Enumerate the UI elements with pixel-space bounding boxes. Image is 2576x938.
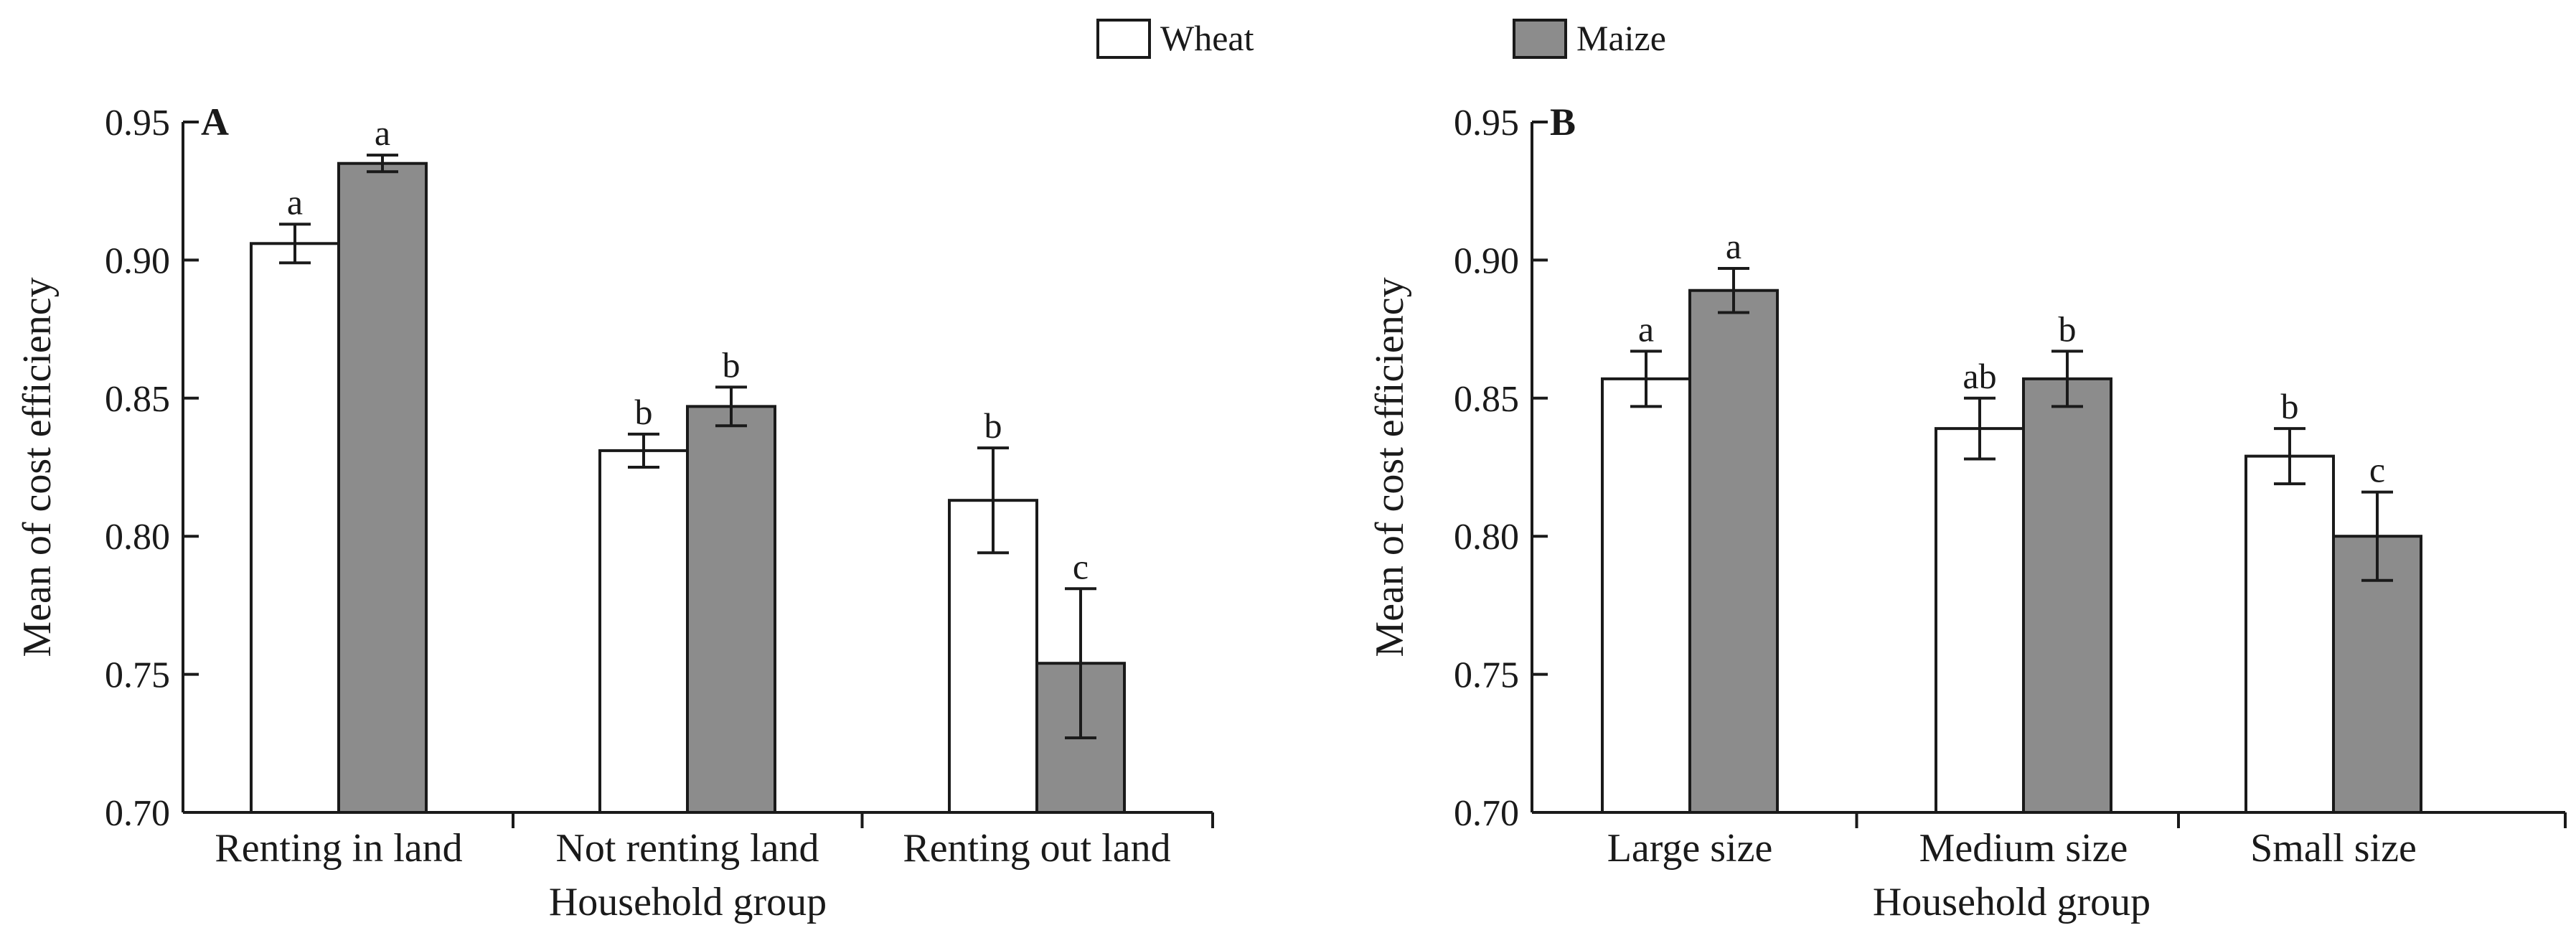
significance-letter: a — [287, 182, 303, 222]
y-tick-label: 0.85 — [1454, 379, 1519, 420]
x-tick-label: Not renting land — [555, 826, 819, 871]
bar-maize — [2022, 377, 2112, 814]
panel-a: 0.70 0.75 0.80 0.85 0.90 0.95 A Mean of cost ef… — [15, 100, 1214, 924]
significance-letter: b — [2281, 386, 2299, 426]
x-tick-label: Renting out land — [903, 826, 1170, 871]
y-tick-label: 0.75 — [1454, 655, 1519, 696]
legend-swatch-wheat — [1096, 19, 1151, 59]
y-tick-label: 0.75 — [105, 655, 170, 696]
legend-label-maize: Maize — [1576, 18, 1666, 58]
y-tick-label: 0.95 — [105, 103, 170, 144]
y-tick-label: 0.95 — [1454, 103, 1519, 144]
significance-letter: b — [984, 405, 1002, 446]
panel-label: A — [201, 100, 229, 144]
y-tick-label: 0.80 — [1454, 517, 1519, 558]
bar-wheat — [2244, 454, 2335, 814]
x-tick-label: Large size — [1607, 826, 1773, 871]
y-tick-label: 0.85 — [105, 379, 170, 420]
x-tick-label: Medium size — [1919, 826, 2128, 871]
y-tick-label: 0.90 — [1454, 240, 1519, 281]
legend: Wheat Maize — [1096, 18, 1666, 59]
bar-maize — [2332, 535, 2422, 814]
y-tick-label: 0.80 — [105, 517, 170, 558]
x-tick-label: Small size — [2250, 826, 2417, 871]
legend-label-wheat: Wheat — [1160, 18, 1254, 58]
significance-letter: c — [2369, 450, 2385, 490]
y-axis-label: Mean of cost efficiency — [1368, 277, 1412, 657]
legend-swatch-maize — [1513, 19, 1567, 59]
significance-letter: ab — [1962, 356, 1996, 396]
bar-maize — [337, 161, 428, 815]
y-tick-label: 0.90 — [105, 240, 170, 281]
bar-wheat — [250, 242, 340, 814]
significance-letter: a — [375, 113, 390, 153]
x-axis-label: Household group — [549, 880, 827, 924]
bar-maize — [1688, 289, 1779, 814]
significance-letter: a — [1726, 226, 1741, 266]
y-axis-label: Mean of cost efficiency — [15, 277, 60, 657]
significance-letter: b — [723, 344, 741, 385]
significance-letter: a — [1638, 309, 1654, 349]
bar-wheat — [598, 449, 689, 814]
x-tick-label: Renting in land — [215, 826, 462, 871]
bar-maize — [686, 405, 776, 814]
significance-letter: b — [635, 392, 653, 432]
significance-letter: b — [2059, 309, 2077, 349]
panel-label: B — [1550, 100, 1576, 144]
bar-wheat — [1935, 427, 2025, 814]
y-tick-label: 0.70 — [1454, 793, 1519, 834]
bar-wheat — [1601, 377, 1691, 814]
panel-b: 0.70 0.75 0.80 0.85 0.90 0.95 B Mean of cost ef… — [1368, 100, 2567, 924]
y-tick-label: 0.70 — [105, 793, 170, 834]
significance-letter: c — [1073, 546, 1089, 586]
x-axis-label: Household group — [1873, 880, 2150, 924]
